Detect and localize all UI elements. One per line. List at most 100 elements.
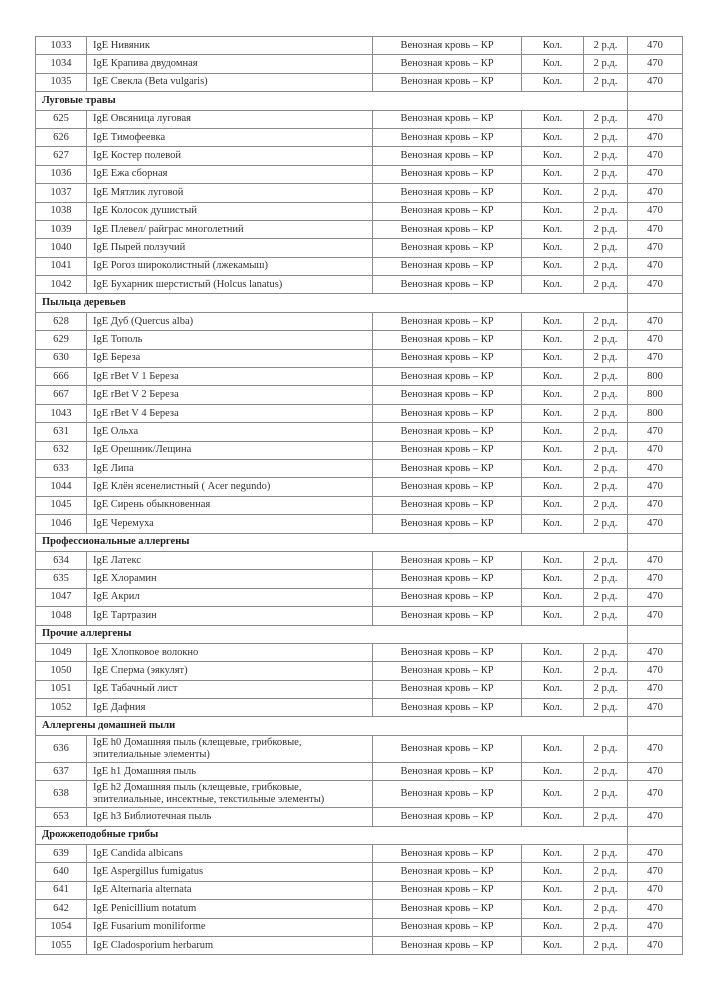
method-cell: Кол. xyxy=(521,761,584,782)
price-cell: 800 xyxy=(627,403,683,424)
price-cell: 470 xyxy=(627,679,683,700)
code-cell: 1048 xyxy=(35,606,87,626)
section-header-row: Луговые травы xyxy=(35,91,683,111)
term-cell: 2 р.д. xyxy=(583,127,628,148)
material-cell: Венозная кровь – КР xyxy=(372,54,522,74)
method-cell: Кол. xyxy=(521,807,584,827)
price-cell: 470 xyxy=(627,458,683,479)
term-cell: 2 р.д. xyxy=(583,275,628,295)
test-name-cell: IgE h1 Домашняя пыль xyxy=(86,761,373,782)
test-name-cell: IgE h2 Домашняя пыль (клещевые, грибковы… xyxy=(86,780,373,809)
table-row: 638 IgE h2 Домашняя пыль (клещевые, грибк… xyxy=(35,780,683,809)
price-cell: 470 xyxy=(627,917,683,937)
method-cell: Кол. xyxy=(521,935,584,956)
test-name-cell: IgE rBet V 4 Береза xyxy=(86,403,373,424)
test-name-cell: IgE Овсяница луговая xyxy=(86,109,373,129)
method-cell: Кол. xyxy=(521,422,584,442)
code-cell: 1033 xyxy=(35,35,87,56)
table-row: 642 IgE Penicillium notatum Венозная кровь… xyxy=(35,899,683,919)
test-name-cell: IgE Свекла (Beta vulgaris) xyxy=(86,72,373,93)
code-cell: 1055 xyxy=(35,935,87,956)
material-cell: Венозная кровь – КР xyxy=(372,367,522,387)
section-title: Профессиональные аллергены xyxy=(35,532,628,552)
table-row: 632 IgE Орешник/Лещина Венозная кровь – КР… xyxy=(35,440,683,460)
price-cell: 470 xyxy=(627,606,683,626)
test-name-cell: IgE h0 Домашняя пыль (клещевые, грибковы… xyxy=(86,734,373,763)
test-name-cell: IgE Нивяник xyxy=(86,35,373,56)
table-row: 1045 IgE Сирень обыкновенная Венозная кров… xyxy=(35,495,683,516)
method-cell: Кол. xyxy=(521,403,584,424)
price-cell: 470 xyxy=(627,477,683,497)
code-cell: 1043 xyxy=(35,403,87,424)
method-cell: Кол. xyxy=(521,146,584,166)
method-cell: Кол. xyxy=(521,35,584,56)
material-cell: Венозная кровь – КР xyxy=(372,550,522,571)
code-cell: 637 xyxy=(35,761,87,782)
section-header-row: Аллергены домашней пыли xyxy=(35,716,683,736)
method-cell: Кол. xyxy=(521,587,584,608)
table-row: 625 IgE Овсяница луговая Венозная кровь – … xyxy=(35,109,683,129)
code-cell: 634 xyxy=(35,550,87,571)
term-cell: 2 р.д. xyxy=(583,367,628,387)
material-cell: Венозная кровь – КР xyxy=(372,935,522,956)
term-cell: 2 р.д. xyxy=(583,935,628,956)
term-cell: 2 р.д. xyxy=(583,330,628,350)
price-cell: 470 xyxy=(627,807,683,827)
test-name-cell: IgE Хлорамин xyxy=(86,569,373,589)
price-cell: 470 xyxy=(627,35,683,56)
code-cell: 1039 xyxy=(35,219,87,240)
material-cell: Венозная кровь – КР xyxy=(372,899,522,919)
method-cell: Кол. xyxy=(521,661,584,681)
test-name-cell: IgE Candida albicans xyxy=(86,844,373,864)
term-cell: 2 р.д. xyxy=(583,550,628,571)
price-cell: 470 xyxy=(627,880,683,901)
material-cell: Венозная кровь – КР xyxy=(372,275,522,295)
section-title: Луговые травы xyxy=(35,91,628,111)
material-cell: Венозная кровь – КР xyxy=(372,569,522,589)
table-row: 641 IgE Alternaria alternata Венозная кров… xyxy=(35,880,683,901)
table-row: 667 IgE rBet V 2 Береза Венозная кровь – К… xyxy=(35,385,683,405)
section-price-cell xyxy=(627,532,683,552)
table-row: 629 IgE Тополь Венозная кровь – КР Кол. 2 р.… xyxy=(35,330,683,350)
test-name-cell: IgE Aspergillus fumigatus xyxy=(86,862,373,882)
price-cell: 470 xyxy=(627,422,683,442)
price-cell: 470 xyxy=(627,109,683,129)
term-cell: 2 р.д. xyxy=(583,698,628,718)
table-row: 1034 IgE Крапива двудомная Венозная кровь … xyxy=(35,54,683,74)
price-cell: 470 xyxy=(627,311,683,332)
price-cell: 470 xyxy=(627,54,683,74)
price-cell: 470 xyxy=(627,183,683,203)
method-cell: Кол. xyxy=(521,642,584,663)
test-name-cell: IgE Береза xyxy=(86,348,373,369)
section-header-row: Профессиональные аллергены xyxy=(35,532,683,552)
term-cell: 2 р.д. xyxy=(583,256,628,277)
term-cell: 2 р.д. xyxy=(583,606,628,626)
code-cell: 630 xyxy=(35,348,87,369)
test-name-cell: IgE Костер полевой xyxy=(86,146,373,166)
test-name-cell: IgE rBet V 1 Береза xyxy=(86,367,373,387)
table-row: 1052 IgE Дафния Венозная кровь – КР Кол. 2 р… xyxy=(35,698,683,718)
method-cell: Кол. xyxy=(521,238,584,258)
term-cell: 2 р.д. xyxy=(583,385,628,405)
code-cell: 1045 xyxy=(35,495,87,516)
code-cell: 1037 xyxy=(35,183,87,203)
method-cell: Кол. xyxy=(521,880,584,901)
code-cell: 653 xyxy=(35,807,87,827)
test-name-cell: IgE Бухарник шерстистый (Holcus lanatus) xyxy=(86,275,373,295)
material-cell: Венозная кровь – КР xyxy=(372,780,522,809)
table-row: 1050 IgE Сперма (эякулят) Венозная кровь –… xyxy=(35,661,683,681)
code-cell: 1052 xyxy=(35,698,87,718)
code-cell: 1049 xyxy=(35,642,87,663)
test-name-cell: IgE Липа xyxy=(86,458,373,479)
material-cell: Венозная кровь – КР xyxy=(372,807,522,827)
table-row: 1037 IgE Мятлик луговой Венозная кровь – К… xyxy=(35,183,683,203)
code-cell: 639 xyxy=(35,844,87,864)
term-cell: 2 р.д. xyxy=(583,311,628,332)
price-cell: 470 xyxy=(627,72,683,93)
table-row: 1049 IgE Хлопковое волокно Венозная кровь … xyxy=(35,642,683,663)
table-row: 1041 IgE Рогоз широколистный (лжекамыш) Ве… xyxy=(35,256,683,277)
term-cell: 2 р.д. xyxy=(583,880,628,901)
term-cell: 2 р.д. xyxy=(583,35,628,56)
code-cell: 641 xyxy=(35,880,87,901)
price-list-body: 1033 IgE Нивяник Венозная кровь – КР Кол. 2 … xyxy=(35,35,683,956)
